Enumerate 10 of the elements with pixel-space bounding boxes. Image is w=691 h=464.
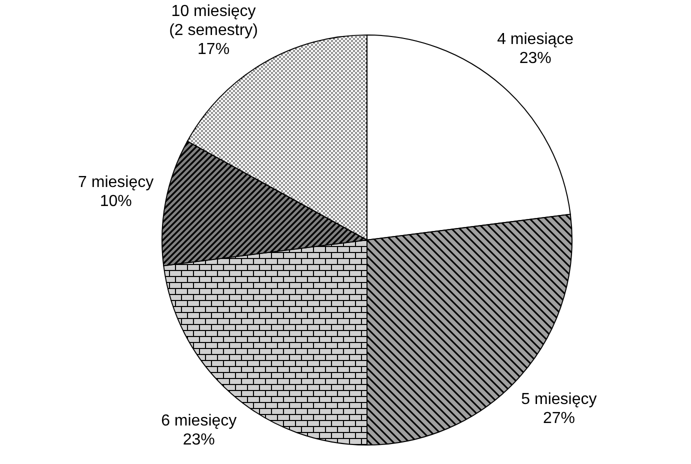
slice-label: 5 miesięcy bbox=[521, 391, 597, 408]
data-label: 17% bbox=[198, 41, 230, 58]
data-label: 23% bbox=[182, 432, 215, 449]
slice-label: 10 miesięcy (2 semestry) bbox=[169, 3, 258, 39]
slice-label: 7 miesięcy bbox=[78, 174, 154, 192]
data-label: 27% bbox=[542, 410, 575, 428]
slice-label: 4 miesiące bbox=[497, 31, 574, 48]
data-label: 10% bbox=[100, 193, 132, 210]
data-label: 23% bbox=[519, 50, 552, 68]
slice-label: 6 miesięcy bbox=[161, 412, 237, 430]
